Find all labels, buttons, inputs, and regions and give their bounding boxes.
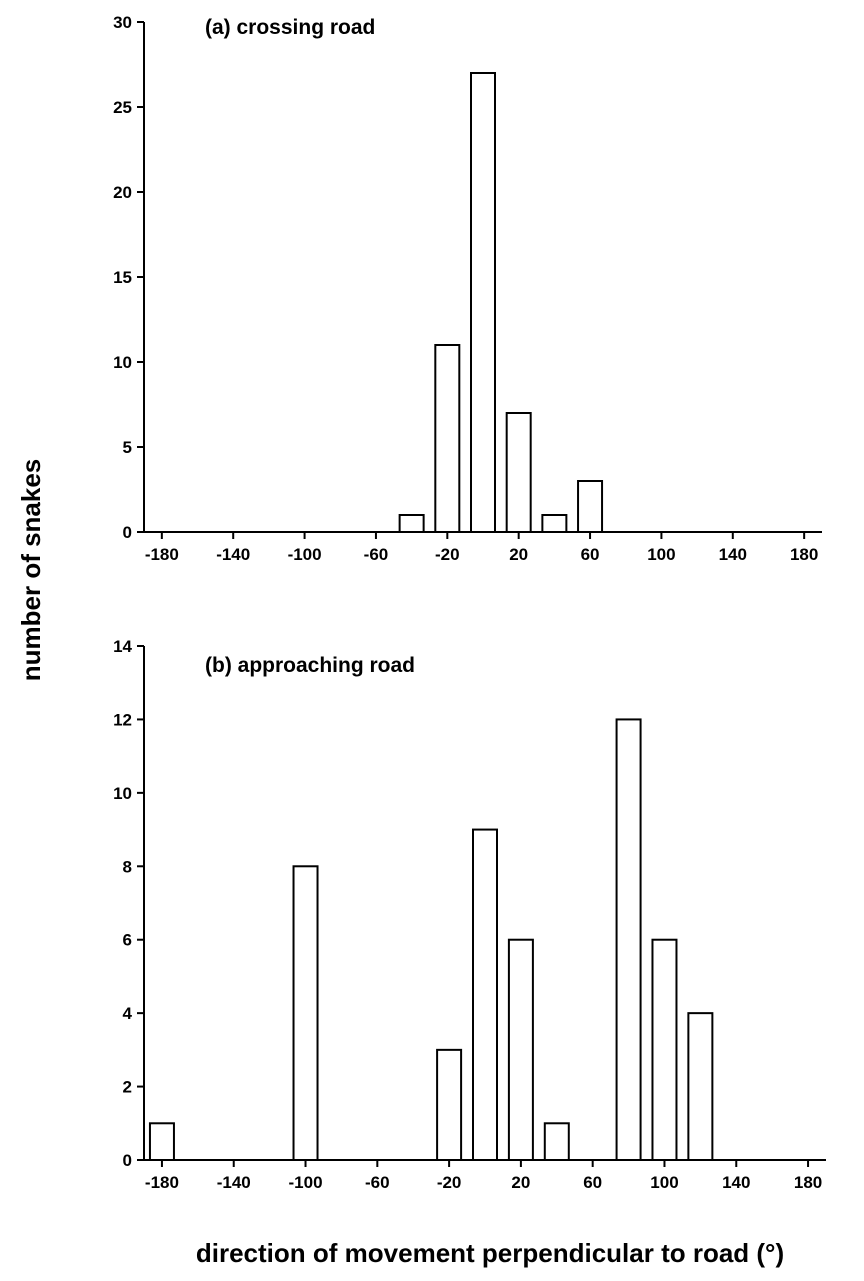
x-tick-label: 140 bbox=[722, 1173, 750, 1192]
y-tick-label: 0 bbox=[123, 1151, 132, 1170]
x-tick-label: -100 bbox=[288, 545, 322, 564]
bar bbox=[292, 865, 319, 1161]
x-tick-label: -20 bbox=[435, 545, 460, 564]
y-tick-label: 20 bbox=[113, 183, 132, 202]
x-tick-label: -60 bbox=[364, 545, 389, 564]
x-tick-label: -100 bbox=[289, 1173, 323, 1192]
bar bbox=[434, 344, 461, 533]
bar bbox=[541, 514, 568, 533]
bar bbox=[507, 938, 534, 1162]
bar bbox=[436, 1048, 463, 1162]
x-tick-label: 140 bbox=[719, 545, 747, 564]
bar bbox=[472, 828, 498, 1161]
panel-approaching-road: 0 2 4 6 8 10 12 14 -180 -140 -100 -60 -20 20 60 100 140 1… bbox=[113, 637, 826, 1192]
x-tick-label: 60 bbox=[581, 545, 600, 564]
y-tick-label: 6 bbox=[123, 931, 132, 950]
panel-crossing-road: 0 5 10 15 20 25 30 -180 -140 -100 -60 -20 20 60 100 140… bbox=[113, 13, 822, 564]
y-tick-label: 0 bbox=[123, 523, 132, 542]
y-tick-label: 12 bbox=[113, 710, 132, 729]
y-tick-label: 8 bbox=[123, 857, 132, 876]
x-tick-label: -140 bbox=[216, 545, 250, 564]
panel-title: (a) crossing road bbox=[205, 16, 375, 39]
x-tick-label: 100 bbox=[650, 1173, 678, 1192]
bar bbox=[687, 1012, 714, 1162]
y-axis-title: number of snakes bbox=[16, 459, 46, 682]
x-tick-label: -140 bbox=[217, 1173, 251, 1192]
x-tick-label: -60 bbox=[365, 1173, 390, 1192]
x-tick-label: 20 bbox=[509, 545, 528, 564]
panel-title: (b) approaching road bbox=[205, 654, 415, 677]
x-tick-label: 60 bbox=[583, 1173, 602, 1192]
bar bbox=[543, 1122, 570, 1162]
y-tick-label: 2 bbox=[123, 1078, 132, 1097]
bar bbox=[505, 412, 532, 533]
bar bbox=[577, 480, 604, 533]
y-tick-label: 4 bbox=[123, 1004, 133, 1023]
x-axis-title: direction of movement perpendicular to r… bbox=[196, 1238, 784, 1268]
x-tick-label: 180 bbox=[790, 545, 818, 564]
y-tick-label: 5 bbox=[123, 438, 132, 457]
bar bbox=[615, 718, 642, 1162]
x-tick-label: -180 bbox=[145, 545, 179, 564]
bar bbox=[398, 514, 425, 533]
y-tick-label: 30 bbox=[113, 13, 132, 32]
y-tick-label: 15 bbox=[113, 268, 132, 287]
y-tick-label: 10 bbox=[113, 353, 132, 372]
x-tick-label: 20 bbox=[511, 1173, 530, 1192]
y-tick-label: 25 bbox=[113, 98, 132, 117]
x-tick-label: -180 bbox=[145, 1173, 179, 1192]
y-tick-label: 10 bbox=[113, 784, 132, 803]
y-tick-label: 14 bbox=[113, 637, 132, 656]
x-tick-label: -20 bbox=[437, 1173, 462, 1192]
bar bbox=[470, 72, 496, 533]
x-tick-label: 180 bbox=[794, 1173, 822, 1192]
x-tick-label: 100 bbox=[647, 545, 675, 564]
bar bbox=[148, 1122, 175, 1162]
bar bbox=[651, 938, 678, 1162]
